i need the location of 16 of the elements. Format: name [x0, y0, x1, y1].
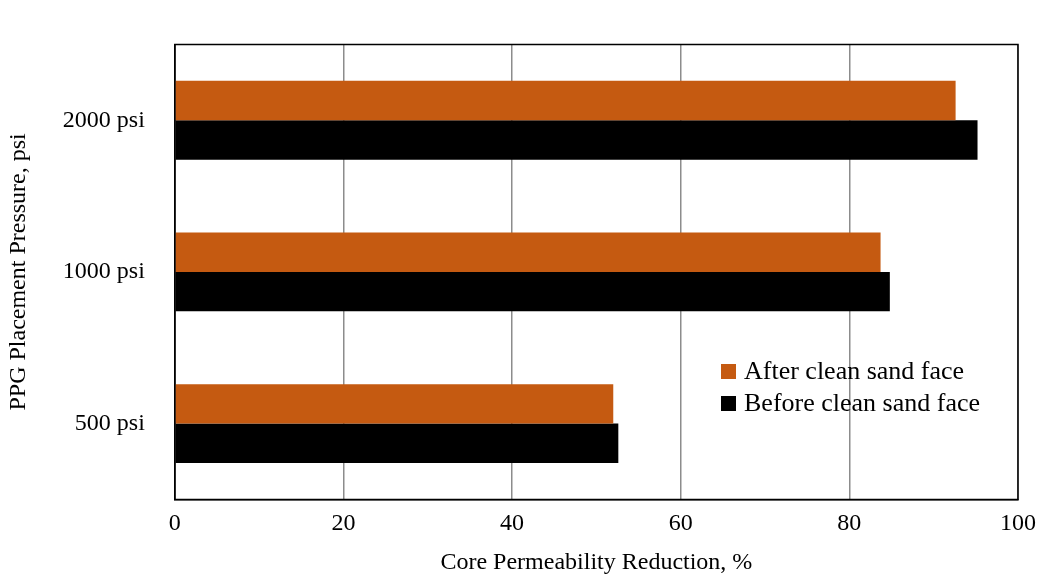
y-tick-label: 2000 psi [62, 105, 146, 132]
y-axis-title: PPG Placement Pressure, psi [3, 132, 30, 411]
x-axis-title: Core Permeability Reduction, % [440, 547, 753, 574]
y-tick-label: 1000 psi [62, 257, 146, 284]
legend-label: Before clean sand face [744, 387, 981, 420]
x-tick-label: 0 [168, 509, 181, 536]
y-tick-label: 500 psi [74, 408, 146, 435]
bar [175, 384, 614, 424]
bar [175, 232, 881, 272]
legend-label: After clean sand face [744, 355, 965, 388]
x-tick-label: 80 [837, 509, 862, 536]
x-tick-label: 100 [1000, 509, 1036, 536]
x-tick-label: 20 [331, 509, 356, 536]
x-tick-label: 60 [668, 509, 693, 536]
x-tick-label: 40 [500, 509, 525, 536]
bar [175, 80, 956, 121]
